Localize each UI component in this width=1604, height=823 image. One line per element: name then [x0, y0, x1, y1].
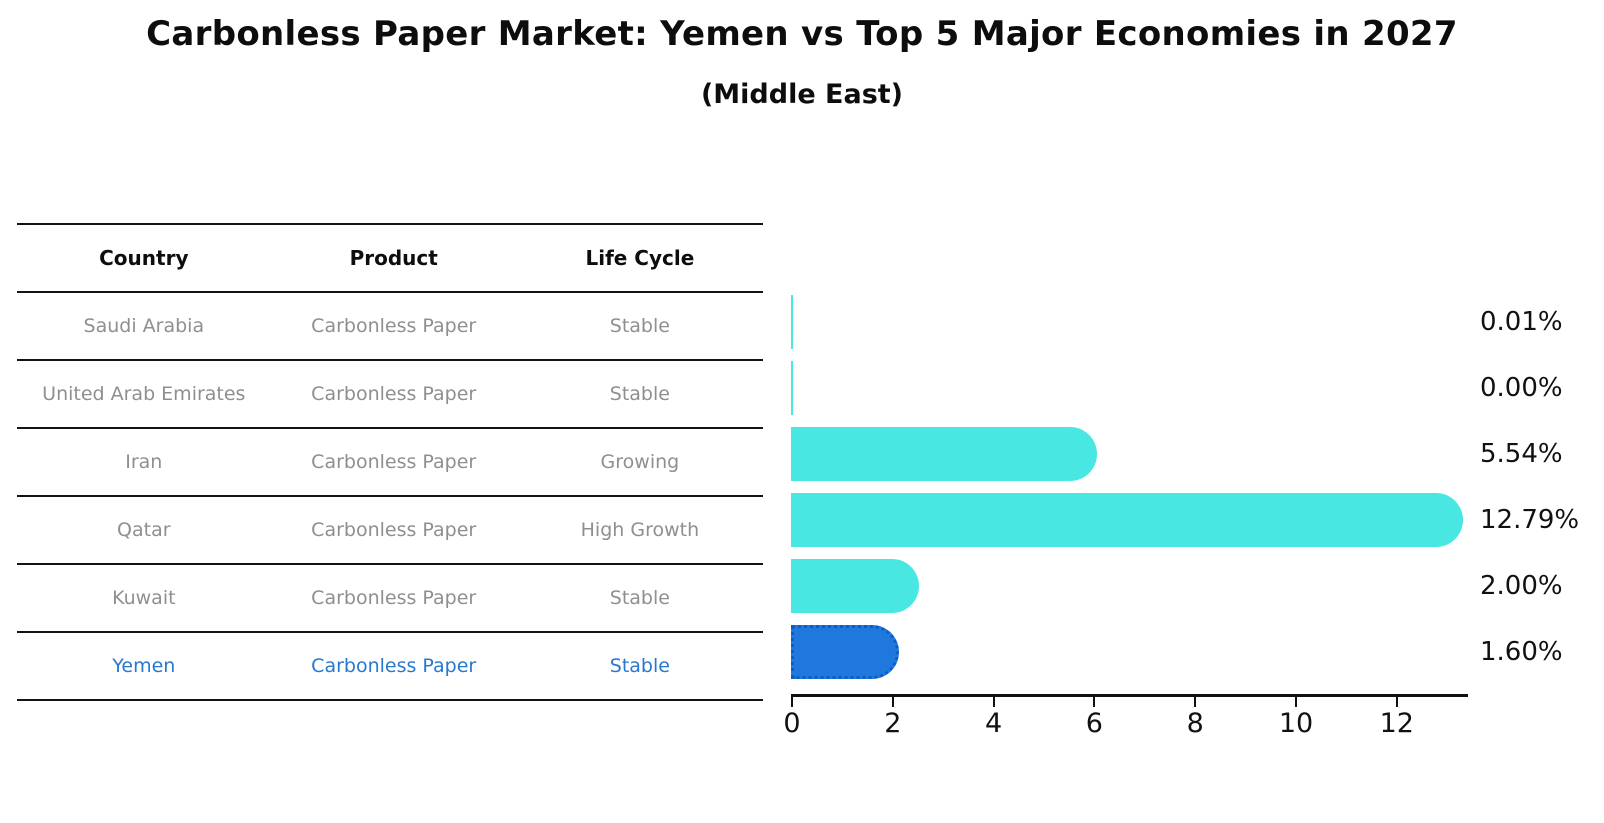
country-cell: Qatar: [117, 519, 171, 541]
x-axis-tick-label: 6: [1085, 708, 1103, 739]
bar-qatar: [791, 493, 1463, 547]
country-cell: Saudi Arabia: [83, 315, 205, 337]
bar-saudi-arabia: [791, 295, 793, 349]
x-axis-tick: [791, 697, 793, 707]
x-axis-line: [791, 694, 1468, 697]
bar-yemen-highlighted: [791, 625, 899, 679]
chart-subtitle: (Middle East): [700, 79, 904, 110]
bar-row: [791, 487, 1491, 553]
life-cycle-cell: Stable: [609, 655, 670, 677]
bar-united-arab-emirates: [791, 361, 793, 415]
x-axis-tick-label: 0: [783, 708, 801, 739]
x-axis-tick-label: 4: [985, 708, 1003, 739]
x-axis-tick: [1194, 697, 1197, 707]
bar-row: [791, 421, 1491, 487]
product-cell: Carbonless Paper: [311, 383, 477, 405]
x-axis-tick: [1295, 697, 1297, 707]
x-axis-tick: [1093, 697, 1096, 707]
life-cycle-cell: Stable: [609, 383, 670, 405]
value-label-united-arab-emirates: 0.00%: [1480, 373, 1563, 403]
product-cell: Carbonless Paper: [311, 587, 477, 609]
table-header-row: Country Product Life Cycle: [17, 223, 763, 293]
x-axis-tick: [891, 697, 894, 707]
bar-iran: [791, 427, 1098, 481]
table-row-kuwait: Kuwait Carbonless Paper Stable: [17, 565, 763, 633]
value-label-kuwait: 2.00%: [1480, 571, 1563, 601]
x-axis-tick-label: 2: [884, 708, 902, 739]
bar-row: [791, 619, 1491, 685]
bar-row: [791, 289, 1491, 355]
product-cell: Carbonless Paper: [311, 519, 477, 541]
life-cycle-cell: High Growth: [580, 519, 700, 541]
product-cell: Carbonless Paper: [311, 315, 477, 337]
bar-row: [791, 553, 1491, 619]
life-cycle-cell: Stable: [609, 315, 670, 337]
chart-title: Carbonless Paper Market: Yemen vs Top 5 …: [146, 14, 1458, 54]
table-row-yemen-highlighted: Yemen Carbonless Paper Stable: [17, 633, 763, 701]
value-label-qatar: 12.79%: [1480, 505, 1580, 535]
product-cell: Carbonless Paper: [311, 655, 477, 677]
value-labels: 0.01% 0.00% 5.54% 12.79% 2.00% 1.60%: [1480, 289, 1579, 685]
value-label-yemen: 1.60%: [1480, 637, 1563, 667]
country-cell: United Arab Emirates: [42, 383, 246, 405]
x-axis-tick-label: 12: [1379, 708, 1414, 739]
country-cell: Iran: [125, 451, 163, 473]
x-axis-tick-label: 10: [1278, 708, 1314, 739]
table-row-united-arab-emirates: United Arab Emirates Carbonless Paper St…: [17, 361, 763, 429]
table-row-iran: Iran Carbonless Paper Growing: [17, 429, 763, 497]
column-header-life-cycle: Life Cycle: [585, 246, 695, 270]
life-cycle-cell: Growing: [600, 451, 680, 473]
x-axis: 0 2 4 6 8 10 12: [783, 694, 1468, 744]
comparison-table: Country Product Life Cycle Saudi Arabia …: [17, 223, 763, 701]
value-label-iran: 5.54%: [1480, 439, 1563, 469]
country-cell: Yemen: [112, 655, 176, 677]
bar-row: [791, 355, 1491, 421]
column-header-product: Product: [349, 246, 438, 270]
x-axis-tick: [992, 697, 995, 707]
table-row-saudi-arabia: Saudi Arabia Carbonless Paper Stable: [17, 293, 763, 361]
product-cell: Carbonless Paper: [311, 451, 477, 473]
x-axis-tick-label: 8: [1186, 708, 1204, 739]
life-cycle-cell: Stable: [609, 587, 670, 609]
value-label-saudi-arabia: 0.01%: [1480, 307, 1563, 337]
country-cell: Kuwait: [112, 587, 176, 609]
column-header-country: Country: [99, 246, 189, 270]
bar-kuwait: [791, 559, 919, 613]
bar-plot: [791, 289, 1491, 685]
x-axis-tick: [1395, 697, 1398, 707]
table-row-qatar: Qatar Carbonless Paper High Growth: [17, 497, 763, 565]
